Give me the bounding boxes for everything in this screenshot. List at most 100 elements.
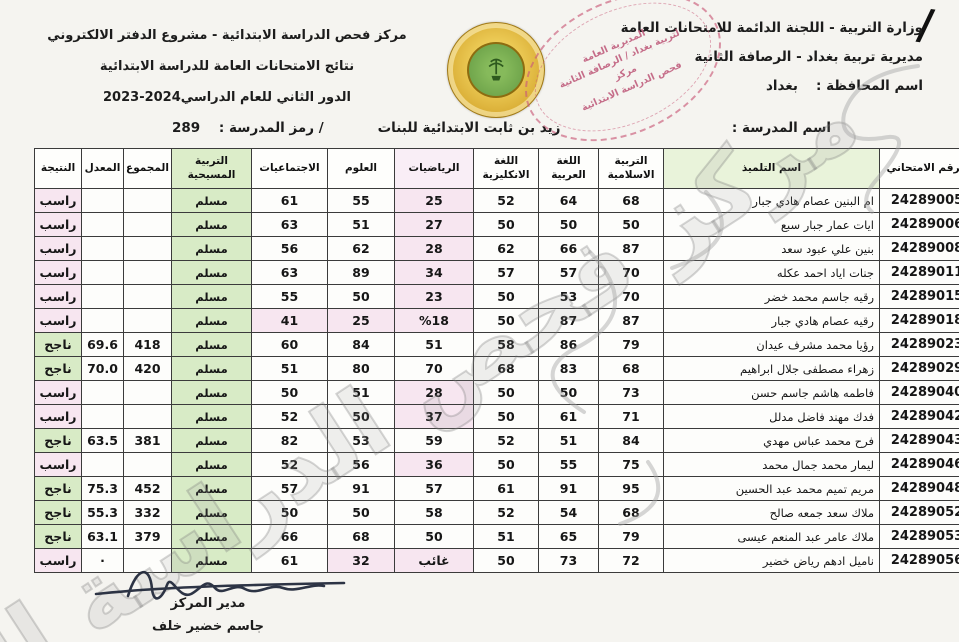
cell-english: 50 xyxy=(473,212,539,237)
cell-social: 50 xyxy=(251,500,328,525)
cell-islamic: 68 xyxy=(598,356,664,381)
cell-average: 75.3 xyxy=(81,476,124,501)
cell-arabic: 83 xyxy=(538,356,599,381)
cell-name: ام البنين عصام هادي جبار xyxy=(663,188,880,213)
cell-math: غائب xyxy=(394,548,474,573)
results-line: نتائج الامتحانات العامة للدراسة الابتدائ… xyxy=(99,59,355,75)
cell-arabic: 65 xyxy=(538,524,599,549)
cell-english: 52 xyxy=(473,428,539,453)
cell-english: 50 xyxy=(473,548,539,573)
cell-arabic: 66 xyxy=(538,236,599,261)
cell-math: 58 xyxy=(394,500,474,525)
cell-name: ملاك سعد جمعه صالح xyxy=(663,500,880,525)
column-header-math: الرياضيات xyxy=(394,148,474,189)
cell-arabic: 86 xyxy=(538,332,599,357)
cell-arabic: 55 xyxy=(538,452,599,477)
cell-islamic: 75 xyxy=(598,452,664,477)
cell-science: 89 xyxy=(327,260,395,285)
cell-exam_no: 24289029 xyxy=(879,356,959,381)
column-header-arabic: اللغة العربية xyxy=(538,148,599,189)
cell-name: فاطمه هاشم جاسم حسن xyxy=(663,380,880,405)
cell-social: 52 xyxy=(251,452,328,477)
cell-islamic: 72 xyxy=(598,548,664,573)
governorate-line: اسم المحافظة : بغداد xyxy=(493,72,923,101)
cell-christian: مسلم xyxy=(171,548,252,573)
cell-social: 60 xyxy=(251,332,328,357)
cell-exam_no: 24289018 xyxy=(879,308,959,333)
table-row: 24289048 مريم تميم محمد عبد الحسين 95 91 61 5… xyxy=(34,476,959,501)
cell-english: 50 xyxy=(473,284,539,309)
table-row: 24289008 بنين علي عبود سعد 87 66 62 28 62 56 مسل… xyxy=(34,236,959,261)
cell-result: راسب xyxy=(34,380,82,405)
table-row: 24289015 رقيه جاسم محمد خضر 70 53 50 23 50 55 مس… xyxy=(34,284,959,309)
cell-english: 52 xyxy=(473,500,539,525)
cell-social: 82 xyxy=(251,428,328,453)
cell-name: ليمار محمد جمال محمد xyxy=(663,452,880,477)
cell-math: 23 xyxy=(394,284,474,309)
cell-social: 51 xyxy=(251,356,328,381)
cell-islamic: 50 xyxy=(598,212,664,237)
cell-arabic: 87 xyxy=(538,308,599,333)
column-header-islamic: التربية الاسلامية xyxy=(598,148,664,189)
cell-islamic: 70 xyxy=(598,284,664,309)
cell-english: 50 xyxy=(473,308,539,333)
column-header-science: العلوم xyxy=(327,148,395,189)
cell-social: 66 xyxy=(251,524,328,549)
round-year-line: الدور الثاني للعام الدراسي2024-2023 xyxy=(103,90,351,106)
director-title: مدير المركز xyxy=(170,596,246,611)
cell-christian: مسلم xyxy=(171,188,252,213)
cell-exam_no: 24289015 xyxy=(879,284,959,309)
cell-christian: مسلم xyxy=(171,308,252,333)
cell-christian: مسلم xyxy=(171,332,252,357)
cell-islamic: 87 xyxy=(598,236,664,261)
table-row: 24289046 ليمار محمد جمال محمد 75 55 50 36 56 52… xyxy=(34,452,959,477)
cell-islamic: 68 xyxy=(598,500,664,525)
table-row: 24289042 فدك مهند فاضل مدلل 71 61 50 37 50 52 مس… xyxy=(34,404,959,429)
director-name: جاسم خضير خلف xyxy=(151,619,264,634)
cell-result: راسب xyxy=(34,404,82,429)
table-row: 24289011 جنات اياد احمد عكله 70 57 57 34 89 63 م… xyxy=(34,260,959,285)
cell-exam_no: 24289042 xyxy=(879,404,959,429)
cell-english: 50 xyxy=(473,380,539,405)
table-row: 24289006 ايات عمار جبار سبع 50 50 50 27 51 63 مس… xyxy=(34,212,959,237)
cell-arabic: 61 xyxy=(538,404,599,429)
cell-science: 50 xyxy=(327,284,395,309)
cell-result: راسب xyxy=(34,260,82,285)
cell-social: 52 xyxy=(251,404,328,429)
cell-english: 50 xyxy=(473,452,539,477)
cell-total: 332 xyxy=(123,500,172,525)
cell-english: 62 xyxy=(473,236,539,261)
governorate-value: بغداد xyxy=(765,78,798,95)
school-info-line: اسم المدرسة : زيد بن ثابت الابتدائية للب… xyxy=(0,120,959,144)
cell-social: 41 xyxy=(251,308,328,333)
cell-science: 84 xyxy=(327,332,395,357)
cell-christian: مسلم xyxy=(171,284,252,309)
cell-islamic: 84 xyxy=(598,428,664,453)
cell-english: 52 xyxy=(473,188,539,213)
cell-name: فرح محمد عباس مهدي xyxy=(663,428,880,453)
cell-name: رقيه عصام هادي جبار xyxy=(663,308,880,333)
cell-name: مريم تميم محمد عبد الحسين xyxy=(663,476,880,501)
cell-social: 61 xyxy=(251,548,328,573)
cell-exam_no: 24289040 xyxy=(879,380,959,405)
cell-total xyxy=(123,452,172,477)
cell-arabic: 57 xyxy=(538,260,599,285)
cell-average: 69.6 xyxy=(81,332,124,357)
school-name-value: زيد بن ثابت الابتدائية للبنات xyxy=(377,120,561,136)
cell-english: 50 xyxy=(473,404,539,429)
column-header-result: النتيجة xyxy=(34,148,82,189)
cell-result: ناجح xyxy=(34,476,82,501)
cell-exam_no: 24289023 xyxy=(879,332,959,357)
table-row: 24289023 رؤيا محمد مشرف عيدان 79 86 58 51 84 60… xyxy=(34,332,959,357)
cell-result: راسب xyxy=(34,236,82,261)
cell-result: ناجح xyxy=(34,524,82,549)
emblem-center xyxy=(467,42,525,98)
cell-social: 63 xyxy=(251,260,328,285)
cell-total xyxy=(123,188,172,213)
table-row: 24289052 ملاك سعد جمعه صالح 68 54 52 58 50 50 مس… xyxy=(34,500,959,525)
cell-total xyxy=(123,260,172,285)
column-header-name: اسم التلميذ xyxy=(663,148,880,189)
school-code-value: 289 xyxy=(172,120,201,136)
